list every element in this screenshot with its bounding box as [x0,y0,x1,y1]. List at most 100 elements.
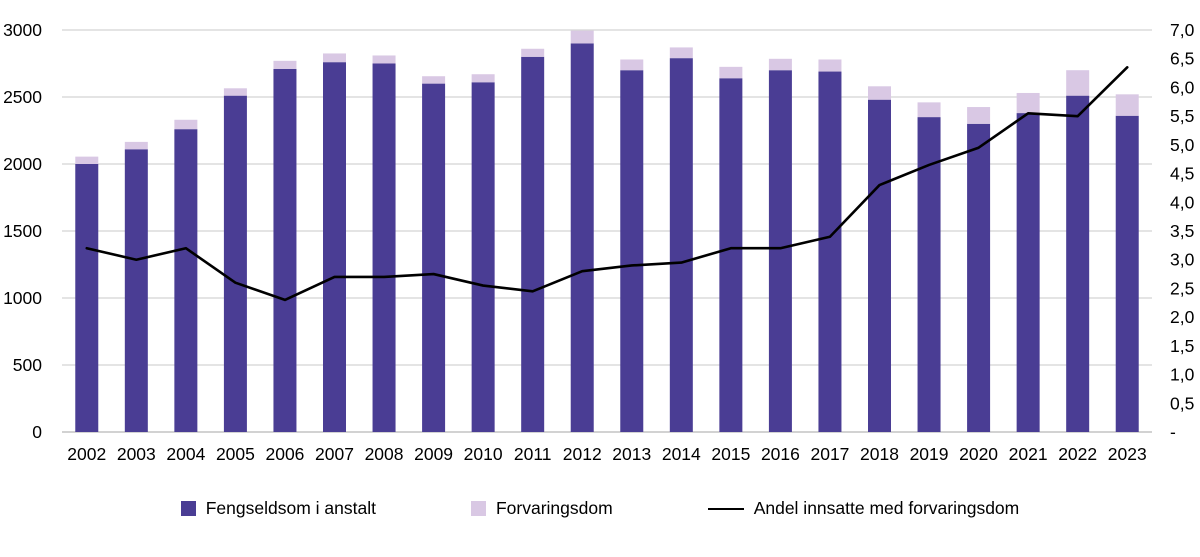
right-axis-tick-label: 5,0 [1170,135,1195,155]
x-axis-tick-label: 2014 [662,444,701,464]
bar-forvaringsdom [1115,94,1139,116]
bar-fengselsdom-i-anstalt [967,123,991,433]
x-axis-tick-label: 2021 [1009,444,1048,464]
legend-label-fengselsdom: Fengseldsom i anstalt [205,498,376,518]
bar-fengselsdom-i-anstalt [124,149,148,432]
right-axis-tick-label: 7,0 [1170,20,1195,40]
legend-item-fengselsdom: Fengseldsom i anstalt [180,498,376,519]
bar-forvaringsdom [273,60,297,69]
x-axis-tick-label: 2007 [315,444,354,464]
fengselsdom-swatch [180,501,196,516]
x-axis-tick-label: 2012 [563,444,602,464]
right-axis-tick-label: 1,0 [1170,365,1195,385]
bar-forvaringsdom [768,58,792,71]
x-axis-tick-label: 2023 [1108,444,1147,464]
bar-fengselsdom-i-anstalt [223,95,247,432]
bar-forvaringsdom [967,107,991,124]
x-axis-tick-label: 2005 [216,444,255,464]
right-axis-tick-label: 6,0 [1170,77,1195,97]
right-axis-tick-label: 5,5 [1170,106,1194,126]
bar-fengselsdom-i-anstalt [273,68,297,433]
right-axis-tick-label: 0,5 [1170,393,1194,413]
bar-fengselsdom-i-anstalt [174,129,198,432]
x-axis-tick-label: 2015 [711,444,750,464]
right-axis-tick-label: 1,5 [1170,336,1194,356]
left-axis-tick-label: 2500 [3,87,42,107]
bar-fengselsdom-i-anstalt [422,83,446,432]
trend-line-swatch [707,507,744,510]
bar-forvaringsdom [422,76,446,84]
x-axis-tick-label: 2013 [612,444,651,464]
left-axis-tick-label: 1500 [3,221,42,241]
right-axis-tick-label: 6,5 [1170,49,1194,69]
chart-legend: Fengseldsom i anstalt Forvaringsdom Ande… [0,498,1200,519]
x-axis-tick-label: 2017 [810,444,849,464]
bar-forvaringsdom [570,30,594,44]
x-axis-tick-label: 2011 [514,444,552,464]
legend-label-andel: Andel innsatte med forvaringsdom [753,498,1020,518]
legend-label-forvaringsdom: Forvaringsdom [495,498,613,518]
bar-fengselsdom-i-anstalt [719,78,743,433]
bar-fengselsdom-i-anstalt [768,70,792,432]
bar-fengselsdom-i-anstalt [868,99,891,433]
x-axis-tick-label: 2006 [265,444,304,464]
x-axis-tick-label: 2004 [166,444,205,464]
bar-forvaringsdom [471,74,495,83]
bar-forvaringsdom [323,53,346,63]
x-axis-tick-label: 2018 [860,444,899,464]
x-axis-tick-label: 2020 [959,444,998,464]
right-axis-tick-label: 4,5 [1170,164,1194,184]
right-axis-tick-label: - [1170,422,1176,442]
bar-fengselsdom-i-anstalt [818,71,842,432]
bar-forvaringsdom [124,141,148,150]
bar-fengselsdom-i-anstalt [521,56,545,433]
right-axis-tick-label: 4,0 [1170,192,1195,212]
bar-forvaringsdom [620,59,644,71]
bar-forvaringsdom [75,156,99,164]
bar-fengselsdom-i-anstalt [75,164,99,432]
bar-forvaringsdom [521,48,545,57]
bar-fengselsdom-i-anstalt [570,43,594,433]
bar-forvaringsdom [669,47,693,59]
bar-forvaringsdom [223,88,247,96]
bar-fengselsdom-i-anstalt [620,70,644,432]
bar-fengselsdom-i-anstalt [1066,95,1090,432]
bar-fengselsdom-i-anstalt [1115,115,1139,432]
x-axis-tick-label: 2008 [365,444,404,464]
bar-fengselsdom-i-anstalt [372,63,396,432]
legend-item-forvaringsdom: Forvaringsdom [470,498,613,519]
right-axis-tick-label: 2,0 [1170,307,1195,327]
left-axis-tick-label: 1000 [3,288,42,308]
right-axis-tick-label: 3,5 [1170,221,1194,241]
bar-fengselsdom-i-anstalt [917,117,941,432]
bar-forvaringsdom [1016,92,1040,114]
x-axis-tick-label: 2016 [761,444,800,464]
bar-fengselsdom-i-anstalt [471,82,495,432]
left-axis-tick-label: 500 [13,355,42,375]
bar-forvaringsdom [818,59,842,72]
x-axis-tick-label: 2022 [1058,444,1097,464]
left-axis-tick-label: 0 [32,422,42,442]
x-axis-tick-label: 2003 [117,444,156,464]
bar-fengselsdom-i-anstalt [1016,113,1040,432]
bar-fengselsdom-i-anstalt [323,62,346,432]
x-axis-tick-label: 2002 [67,444,106,464]
x-axis-tick-label: 2019 [910,444,949,464]
combo-chart: 0 500 1000 1500 2000 2500 3000 - 0,5 1,0 1,5 2,0 2,5… [3,20,1195,464]
legend-item-andel: Andel innsatte med forvaringsdom [707,498,1020,519]
trend-line-andel-innsatte [85,66,1129,302]
left-axis-tick-label: 2000 [3,154,42,174]
bar-forvaringsdom [372,55,396,64]
right-axis-tick-label: 3,0 [1170,250,1195,270]
x-axis-tick-label: 2010 [464,444,503,464]
bar-fengselsdom-i-anstalt [669,58,693,432]
x-axis-tick-label: 2009 [414,444,453,464]
bar-forvaringsdom [719,66,743,79]
right-axis-tick-label: 2,5 [1170,278,1194,298]
left-axis-tick-label: 3000 [3,20,42,40]
bar-forvaringsdom [174,119,198,130]
bar-forvaringsdom [1066,70,1090,96]
bar-forvaringsdom [868,86,891,100]
forvaringsdom-swatch [470,501,486,516]
